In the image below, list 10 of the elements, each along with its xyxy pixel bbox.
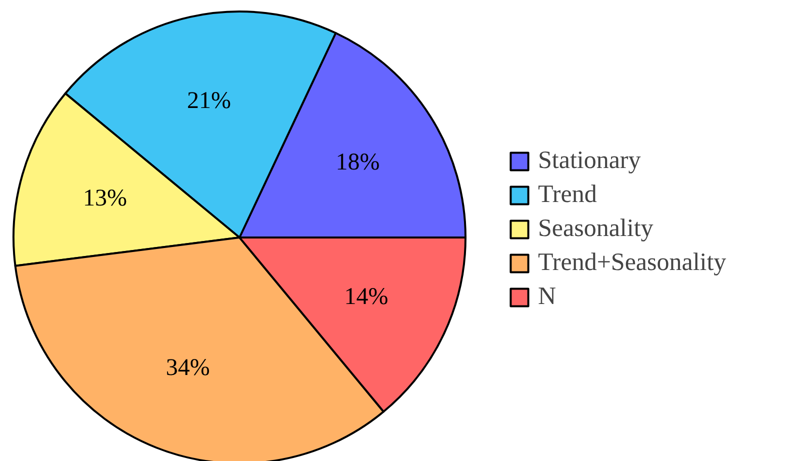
legend-label: Stationary [538,147,641,175]
legend-label: Trend+Seasonality [538,249,726,277]
legend-label: Seasonality [538,215,654,243]
data-label: 13% [82,185,127,212]
data-label: 14% [344,284,388,310]
data-label: 18% [336,149,380,176]
data-label: 21% [186,88,231,114]
legend-label: Trend [538,181,597,209]
data-label: 34% [166,354,210,381]
legend-label: N [538,283,558,311]
